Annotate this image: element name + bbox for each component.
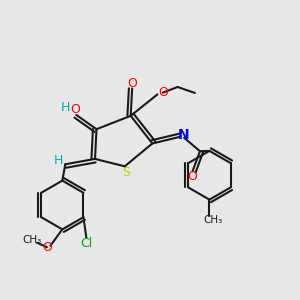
Text: CH₃: CH₃: [203, 215, 223, 225]
Text: H: H: [54, 154, 63, 167]
Text: H: H: [60, 101, 70, 114]
Text: N: N: [178, 128, 189, 142]
Text: CH₃: CH₃: [22, 236, 41, 245]
Text: O: O: [70, 103, 80, 116]
Text: O: O: [188, 170, 197, 183]
Text: O: O: [158, 86, 168, 99]
Text: S: S: [122, 166, 130, 179]
Text: O: O: [127, 76, 137, 90]
Text: O: O: [43, 241, 52, 254]
Text: Cl: Cl: [80, 237, 92, 250]
